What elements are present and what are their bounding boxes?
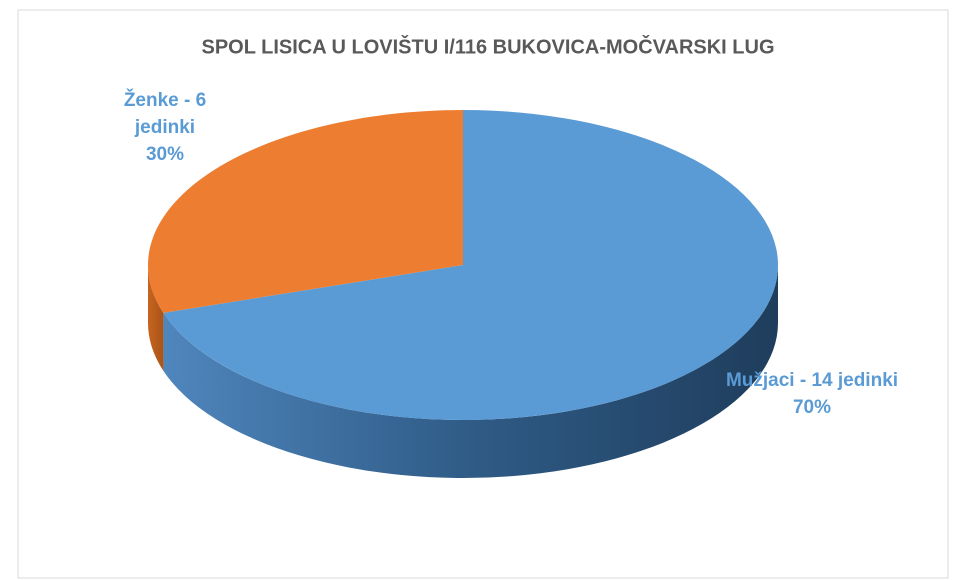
pie-slice-side	[148, 265, 164, 371]
pie-slice	[163, 110, 778, 420]
data-label: Mužjaci - 14 jedinki 70%	[712, 367, 912, 421]
label-name: Mužjaci - 14 jedinki	[725, 370, 899, 391]
label-value: 70%	[792, 397, 832, 418]
label-value: 30%	[145, 144, 185, 165]
chart-title: SPOL LISICA U LOVIŠTU I/116 BUKOVICA-MOČ…	[201, 34, 774, 58]
label-name: Ženke - 6 jedinki	[123, 90, 207, 138]
data-label: Ženke - 6 jedinki 30%	[95, 87, 235, 168]
pie-slice-side	[163, 265, 779, 479]
pie-slice	[147, 110, 464, 313]
chart-border	[17, 9, 949, 579]
